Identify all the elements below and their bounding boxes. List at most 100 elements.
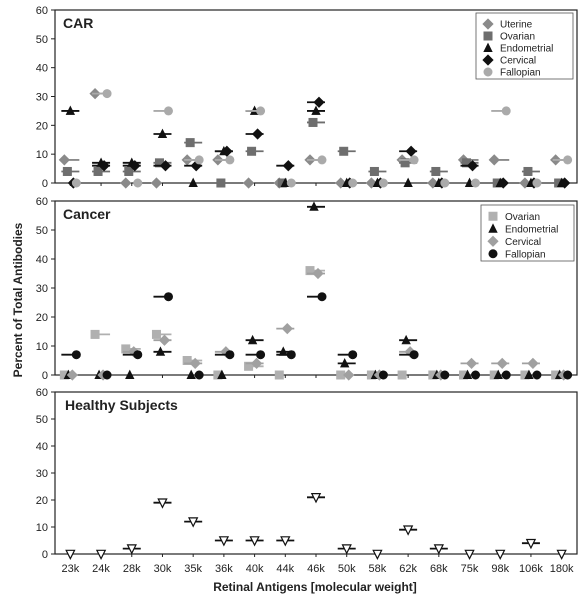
data-point: [182, 355, 192, 365]
y-tick-label: 50: [36, 34, 48, 46]
data-point: [501, 370, 511, 380]
series-healthy-subjects: [65, 493, 567, 561]
legend-marker: [482, 54, 494, 66]
data-point: [286, 350, 296, 360]
data-point: [563, 370, 573, 380]
data-point: [247, 146, 257, 156]
data-point: [348, 350, 358, 360]
data-point: [563, 155, 573, 165]
data-point: [62, 166, 72, 176]
data-point: [189, 357, 201, 370]
data-point: [495, 549, 506, 561]
data-point: [317, 155, 327, 165]
data-point: [163, 292, 173, 302]
data-point: [157, 128, 168, 138]
legend-label: Uterine: [500, 20, 533, 31]
panel-title: Healthy Subjects: [65, 397, 178, 413]
panel-title: CAR: [63, 15, 93, 31]
data-point: [186, 369, 196, 380]
data-point: [66, 369, 78, 381]
data-point: [251, 128, 264, 140]
y-tick-label: 10: [36, 341, 48, 353]
y-tick-label: 30: [36, 468, 48, 480]
legend-label: Endometrial: [505, 224, 558, 235]
data-point: [188, 177, 198, 187]
data-point: [440, 178, 450, 188]
panel-car: 0 10 20 30 40 50 60 CAR UterineOvarianEndometria…: [36, 5, 578, 190]
data-point: [462, 369, 473, 380]
y-tick-label: 0: [42, 370, 48, 382]
data-point: [440, 370, 450, 380]
legend-marker: [483, 42, 493, 53]
data-point: [220, 346, 232, 358]
x-tick-label: 44k: [276, 563, 294, 575]
data-point: [98, 160, 110, 172]
data-point: [493, 369, 503, 380]
x-tick-label: 50k: [338, 563, 356, 575]
data-point: [525, 538, 537, 550]
data-point: [71, 178, 81, 188]
data-point: [188, 517, 199, 528]
data-point: [409, 350, 419, 360]
y-axis-label: Percent of Total Antibodies: [11, 222, 25, 377]
data-point: [471, 178, 481, 188]
data-point: [401, 334, 411, 345]
x-tick-label: 36k: [215, 563, 233, 575]
data-point: [185, 138, 195, 148]
data-point: [496, 357, 508, 370]
data-point: [256, 106, 266, 116]
data-point: [274, 370, 284, 380]
data-point: [527, 357, 539, 370]
y-tick-label: 0: [42, 549, 48, 561]
data-point: [216, 178, 226, 188]
series-fallopian: [71, 89, 573, 188]
data-point: [403, 177, 413, 187]
x-axis-label: Retinal Antigens [molecular weight]: [213, 580, 417, 594]
y-tick-label: 60: [36, 5, 48, 17]
data-point: [343, 369, 355, 381]
data-point: [341, 544, 352, 555]
data-point: [124, 166, 134, 176]
legend-label: Ovarian: [500, 32, 535, 43]
y-tick-label: 10: [36, 522, 48, 534]
data-point: [128, 346, 140, 358]
data-point: [163, 106, 173, 116]
data-point: [217, 369, 227, 380]
data-point: [58, 154, 70, 166]
data-point: [556, 549, 567, 561]
data-point: [129, 160, 141, 172]
data-point: [309, 201, 319, 211]
x-tick-label: 68k: [430, 563, 448, 575]
data-point: [133, 350, 143, 360]
data-point: [133, 178, 143, 188]
y-tick-label: 60: [36, 196, 48, 208]
data-point: [427, 177, 439, 189]
legend-label: Fallopian: [500, 68, 541, 79]
data-point: [249, 536, 260, 547]
legend-label: Cervical: [505, 237, 541, 248]
data-point: [464, 549, 475, 561]
data-point: [280, 536, 291, 547]
data-point: [305, 266, 315, 276]
data-point: [335, 177, 347, 189]
data-point: [465, 357, 478, 370]
x-tick-label: 46k: [307, 563, 325, 575]
data-point: [90, 329, 100, 339]
y-tick-label: 0: [42, 178, 48, 190]
series-cervical: [66, 267, 570, 381]
y-tick-label: 20: [36, 495, 48, 507]
legend: UterineOvarianEndometrialCervicalFallopi…: [475, 12, 574, 80]
y-tick-label: 30: [36, 283, 48, 295]
data-point: [501, 106, 511, 116]
data-point: [151, 329, 161, 339]
data-point: [400, 158, 410, 168]
data-point: [225, 155, 235, 165]
data-point: [65, 105, 76, 115]
x-tick-label: 40k: [246, 563, 264, 575]
data-point: [242, 177, 255, 189]
data-point: [71, 350, 81, 360]
data-point: [157, 498, 168, 509]
x-tick-label: 30k: [154, 563, 172, 575]
